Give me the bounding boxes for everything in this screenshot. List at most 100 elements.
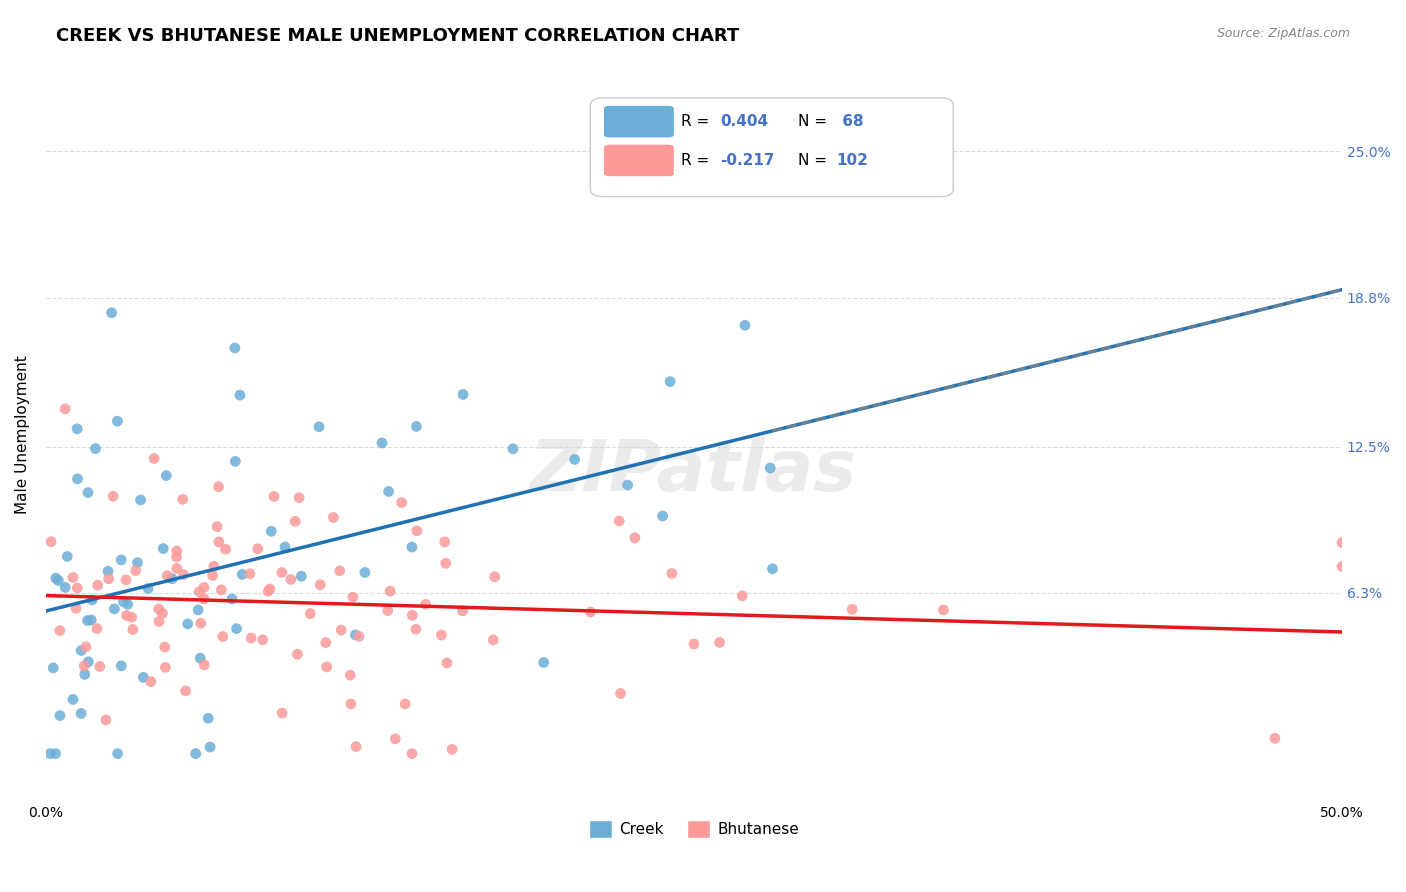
Creek — [231, 567, 253, 582]
Creek — [734, 318, 756, 333]
Creek — [533, 656, 555, 670]
Creek — [761, 562, 783, 576]
Bhutanese — [609, 686, 631, 700]
Creek — [224, 454, 246, 468]
Creek — [45, 571, 67, 585]
Creek — [451, 387, 474, 401]
Text: N =: N = — [797, 114, 831, 128]
Creek — [42, 661, 65, 675]
Bhutanese — [436, 656, 458, 670]
Creek — [616, 478, 638, 492]
Creek — [117, 597, 139, 611]
Bhutanese — [190, 616, 212, 631]
Bhutanese — [391, 495, 413, 509]
Text: Source: ZipAtlas.com: Source: ZipAtlas.com — [1216, 27, 1350, 40]
Bhutanese — [101, 489, 124, 503]
Bhutanese — [156, 568, 179, 582]
Creek — [66, 422, 89, 436]
Bhutanese — [86, 622, 108, 636]
Creek — [82, 592, 104, 607]
Creek — [651, 509, 673, 524]
Bhutanese — [259, 582, 281, 596]
Bhutanese — [94, 713, 117, 727]
Creek — [45, 747, 67, 761]
Creek — [290, 569, 312, 583]
Creek — [371, 436, 394, 450]
Bhutanese — [172, 492, 194, 507]
Bhutanese — [39, 534, 62, 549]
Bhutanese — [263, 490, 285, 504]
Bhutanese — [214, 542, 236, 557]
Creek — [564, 452, 586, 467]
Bhutanese — [97, 572, 120, 586]
Creek — [70, 643, 93, 657]
Bhutanese — [166, 561, 188, 575]
Text: R =: R = — [681, 153, 714, 168]
Bhutanese — [284, 514, 307, 528]
Creek — [221, 592, 243, 607]
Bhutanese — [49, 624, 72, 638]
Creek — [132, 670, 155, 684]
Creek — [152, 541, 174, 556]
Bhutanese — [148, 615, 170, 629]
Bhutanese — [329, 564, 352, 578]
Creek — [84, 442, 107, 456]
Bhutanese — [280, 573, 302, 587]
Bhutanese — [202, 559, 225, 574]
Creek — [76, 614, 98, 628]
Bhutanese — [209, 582, 232, 597]
Bhutanese — [65, 601, 87, 615]
Bhutanese — [166, 544, 188, 558]
Creek — [162, 572, 184, 586]
Bhutanese — [380, 584, 402, 599]
Creek — [77, 485, 100, 500]
Bhutanese — [121, 623, 143, 637]
Bhutanese — [73, 658, 96, 673]
FancyBboxPatch shape — [603, 144, 675, 177]
Creek — [405, 419, 427, 434]
Creek — [198, 740, 221, 755]
Bhutanese — [53, 401, 76, 416]
Bhutanese — [166, 549, 188, 564]
Bhutanese — [347, 629, 370, 643]
Bhutanese — [661, 566, 683, 581]
Bhutanese — [270, 566, 292, 580]
Creek — [53, 581, 76, 595]
Creek — [188, 651, 211, 665]
Bhutanese — [207, 480, 229, 494]
Bhutanese — [339, 668, 361, 682]
Bhutanese — [211, 630, 233, 644]
Creek — [759, 461, 782, 475]
Creek — [97, 564, 120, 578]
Creek — [105, 414, 128, 428]
Bhutanese — [143, 451, 166, 466]
Text: N =: N = — [797, 153, 831, 168]
Creek — [66, 472, 89, 486]
Bhutanese — [148, 602, 170, 616]
Bhutanese — [62, 570, 84, 584]
Bhutanese — [257, 584, 280, 599]
Bhutanese — [193, 657, 215, 672]
Bhutanese — [405, 524, 427, 538]
Bhutanese — [155, 660, 177, 674]
Creek — [49, 708, 72, 723]
Creek — [377, 484, 399, 499]
Bhutanese — [330, 623, 353, 637]
Creek — [48, 574, 70, 588]
Bhutanese — [121, 610, 143, 624]
Bhutanese — [340, 697, 363, 711]
Creek — [127, 556, 149, 570]
Bhutanese — [384, 731, 406, 746]
Bhutanese — [240, 631, 263, 645]
Bhutanese — [188, 584, 211, 599]
Creek — [344, 628, 367, 642]
Bhutanese — [252, 632, 274, 647]
Bhutanese — [401, 608, 423, 623]
Creek — [155, 468, 177, 483]
Bhutanese — [624, 531, 647, 545]
Bhutanese — [401, 747, 423, 761]
Bhutanese — [377, 604, 399, 618]
Bhutanese — [193, 591, 215, 606]
Bhutanese — [315, 660, 337, 674]
Creek — [197, 711, 219, 725]
